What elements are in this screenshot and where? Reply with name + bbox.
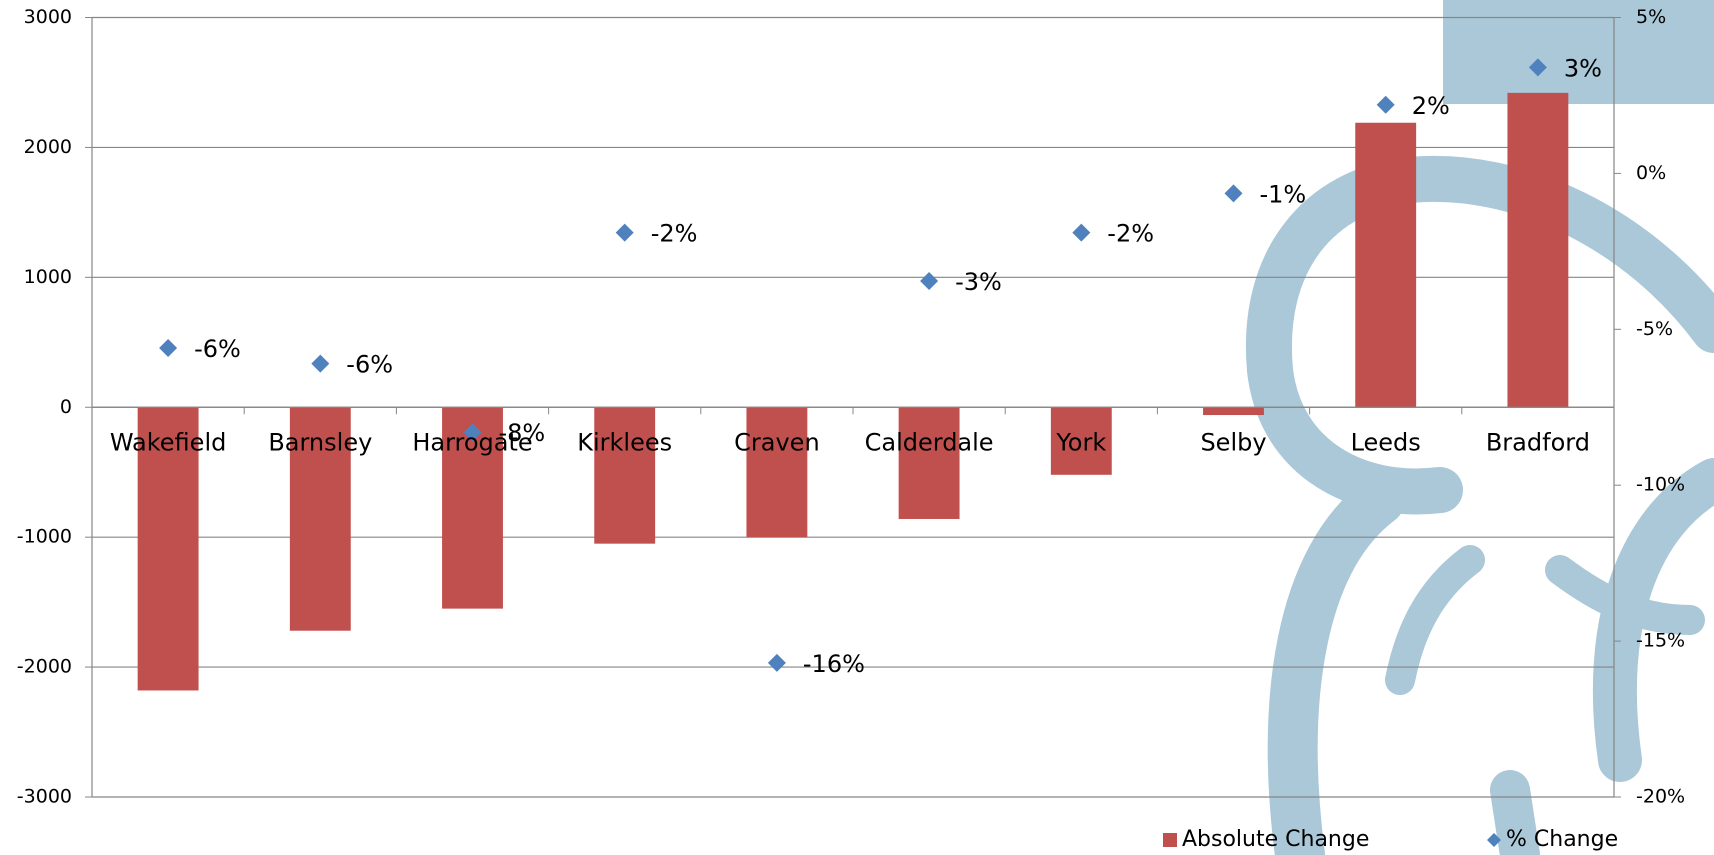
diamond-marker: [920, 271, 939, 290]
data-label: -2%: [1107, 220, 1154, 248]
diamond-marker: [1528, 58, 1547, 77]
y-tick-label: 0: [60, 396, 72, 418]
y-tick-label: 1000: [24, 266, 72, 288]
diamond-marker: [463, 423, 482, 442]
x-tick-label: York: [1055, 428, 1106, 456]
data-label: -6%: [346, 351, 393, 379]
legend-label: Absolute Change: [1182, 827, 1369, 852]
y-tick-label: -2000: [17, 656, 72, 678]
bar: [594, 407, 656, 544]
data-label: -1%: [1260, 180, 1307, 208]
data-label: -6%: [194, 335, 241, 363]
bar: [898, 407, 960, 519]
bar: [289, 407, 351, 631]
y-tick-label: 2000: [24, 136, 72, 158]
diamond-marker: [615, 223, 634, 242]
y-tick-label: -3000: [17, 786, 72, 808]
x-tick-label: Leeds: [1351, 428, 1421, 456]
x-tick-label: Selby: [1200, 428, 1266, 456]
diamond-marker: [1072, 223, 1091, 242]
bar: [1355, 122, 1417, 408]
bar: [1507, 92, 1569, 408]
x-tick-label: Wakefield: [110, 428, 227, 456]
x-tick-label: Craven: [734, 428, 820, 456]
x-tick-label: Kirklees: [577, 428, 672, 456]
diamond-marker: [1224, 184, 1243, 203]
y2-tick-label: -20%: [1636, 786, 1685, 808]
bar: [1203, 407, 1264, 416]
data-label: -3%: [955, 268, 1002, 296]
y-tick-label: 3000: [24, 6, 72, 28]
data-label: -8%: [499, 419, 546, 447]
diamond-marker: [767, 653, 786, 672]
diamond-marker: [311, 354, 330, 373]
x-tick-label: Bradford: [1486, 428, 1590, 456]
y2-tick-label: -5%: [1636, 318, 1673, 340]
x-tick-label: Harrogate: [412, 428, 532, 456]
y2-tick-label: -10%: [1636, 474, 1685, 496]
diamond-marker: [159, 339, 178, 358]
y2-tick-label: -15%: [1636, 630, 1685, 652]
data-label: 3%: [1564, 54, 1602, 82]
y2-tick-label: 5%: [1636, 6, 1666, 28]
x-tick-label: Calderdale: [865, 428, 994, 456]
y2-tick-label: 0%: [1636, 162, 1666, 184]
data-label: 2%: [1412, 92, 1450, 120]
bar: [1050, 407, 1112, 475]
legend-label: % Change: [1506, 827, 1618, 852]
x-tick-label: Barnsley: [268, 428, 372, 456]
bar: [137, 407, 199, 691]
diamond-marker: [1376, 95, 1395, 114]
legend-swatch: [1163, 833, 1177, 847]
data-label: -2%: [651, 220, 698, 248]
bar: [746, 407, 808, 538]
y-tick-label: -1000: [17, 526, 72, 548]
legend-swatch: [1487, 833, 1501, 847]
data-label: -16%: [803, 650, 865, 678]
